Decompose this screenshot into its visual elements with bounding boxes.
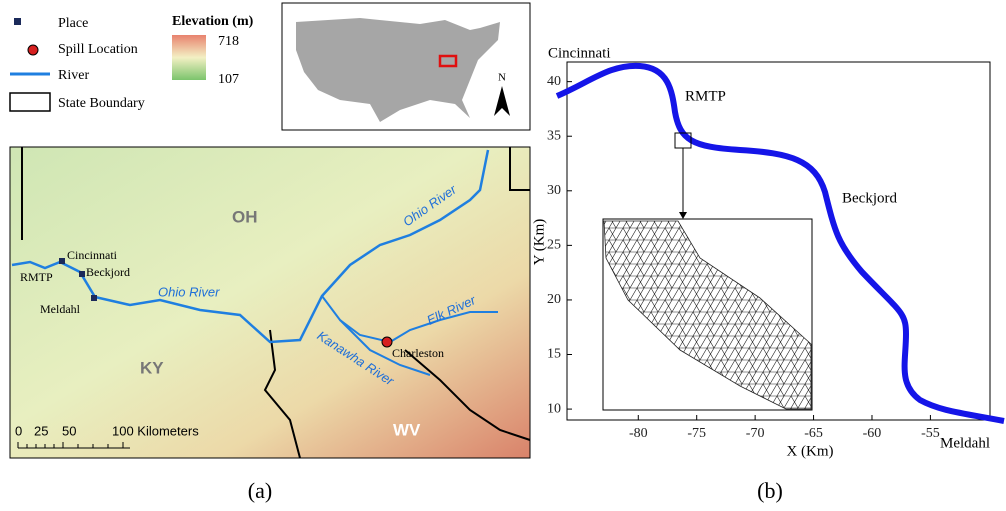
y-tick-label: 10 [547, 401, 561, 416]
y-tick-label: 15 [547, 347, 561, 362]
place-label: RMTP [20, 270, 53, 284]
main-map: OH KY WV Cincinnati RMTP Beckjord Meldah… [9, 146, 531, 459]
scale-label: 0 [15, 423, 22, 438]
legend-item: River [58, 68, 89, 83]
scale-label: 25 [34, 423, 48, 438]
x-axis-label: X (Km) [786, 443, 833, 459]
y-tick-label: 30 [547, 183, 561, 198]
north-label: N [498, 72, 506, 84]
legend-item: State Boundary [58, 96, 145, 111]
y-tick-label: 25 [547, 238, 561, 253]
legend-boundary-icon [9, 92, 51, 112]
x-tick-label: -55 [921, 426, 940, 441]
north-arrow [494, 86, 510, 116]
y-axis-label: Y (Km) [531, 219, 547, 266]
us-silhouette [296, 18, 500, 122]
legend-place-icon [14, 18, 21, 25]
place-label: Meldahl [40, 302, 81, 316]
river-mesh [555, 62, 1005, 424]
scale-bar [17, 442, 130, 449]
kanawha-river [339, 319, 431, 376]
place-label: Beckjord [86, 265, 130, 279]
x-tick-label: -70 [746, 426, 765, 441]
state-boundaries [21, 147, 531, 459]
place-label: Charleston [392, 346, 444, 360]
triangular-mesh [603, 220, 812, 410]
point-label: Cincinnati [548, 45, 611, 61]
place-marker [91, 295, 97, 301]
place-label: Cincinnati [67, 248, 118, 262]
inset-map: N [281, 2, 531, 131]
state-label: KY [140, 358, 164, 377]
elevation-max: 718 [218, 34, 239, 49]
elevation-min: 107 [218, 72, 239, 87]
place-marker [59, 258, 65, 264]
point-label: Meldahl [940, 435, 990, 451]
x-tick-label: -60 [863, 426, 882, 441]
y-tick-label: 40 [547, 74, 561, 89]
elevation-title: Elevation (m) [172, 14, 254, 29]
point-label: RMTP [685, 88, 726, 104]
legend: Place Spill Location River State Boundar… [9, 14, 254, 112]
y-tick-label: 20 [547, 292, 561, 307]
elevation-ramp [172, 35, 206, 80]
river-label: Ohio River [158, 284, 220, 299]
x-tick-label: -65 [804, 426, 823, 441]
study-area-box [438, 54, 458, 68]
scale-label: 50 [62, 423, 76, 438]
spill-marker [381, 336, 393, 348]
legend-item: Spill Location [58, 42, 138, 57]
state-label: WV [393, 420, 421, 439]
state-label: OH [232, 207, 258, 226]
scale-label: 100 Kilometers [112, 423, 199, 438]
y-tick-label: 35 [547, 128, 561, 143]
place-marker [79, 271, 85, 277]
mesh-plot: Cincinnati RMTP Beckjord Meldahl X (Km) … [531, 45, 1005, 459]
caption: (b) [757, 478, 783, 503]
caption: (a) [248, 478, 272, 503]
point-label: Beckjord [842, 190, 897, 206]
legend-spill-icon [27, 44, 39, 56]
x-tick-label: -75 [687, 426, 706, 441]
zoom-arrowhead [679, 212, 687, 219]
x-tick-label: -80 [629, 426, 648, 441]
legend-item: Place [58, 16, 88, 31]
map-frame [9, 146, 531, 459]
